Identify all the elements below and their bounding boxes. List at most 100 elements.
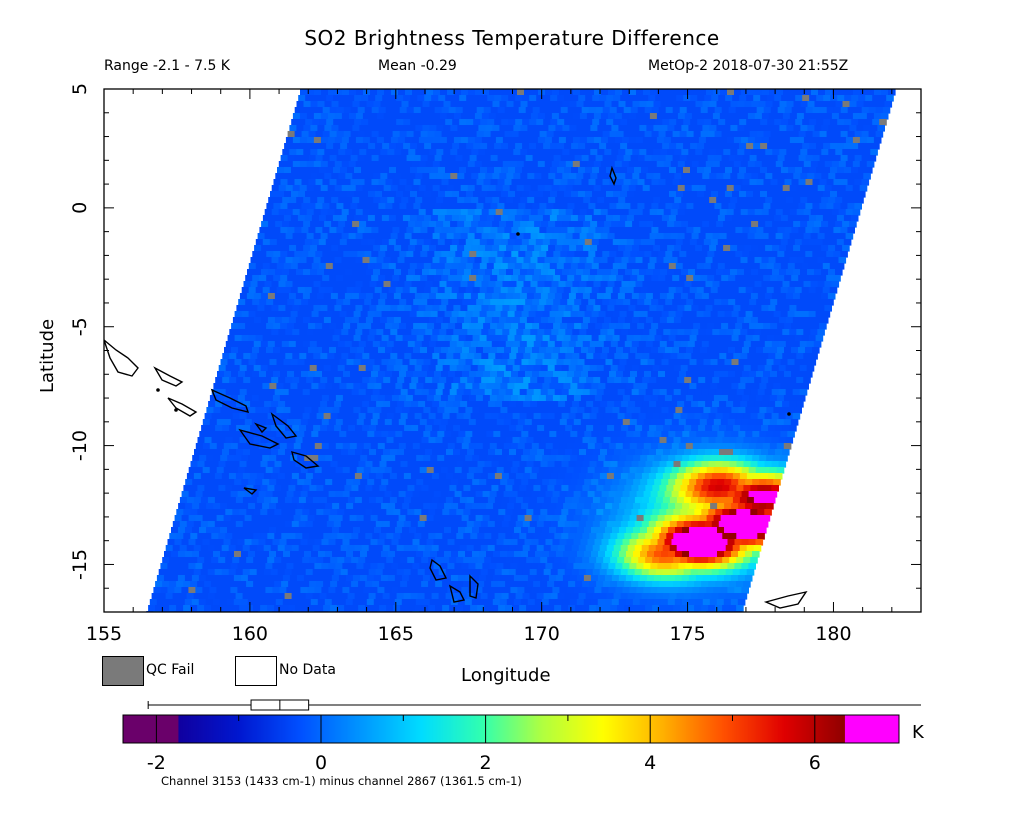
heat-cell — [723, 197, 731, 204]
heat-cell — [544, 161, 553, 168]
heat-cell — [283, 359, 292, 366]
heat-cell — [299, 425, 307, 432]
heat-cell — [712, 161, 721, 168]
heat-cell — [308, 299, 316, 306]
heat-cell — [815, 263, 824, 270]
heat-cell — [378, 131, 387, 138]
heat-cell — [215, 401, 223, 408]
heat-cell — [397, 185, 406, 192]
heat-cell — [365, 317, 374, 324]
heat-cell — [283, 383, 291, 390]
heat-cell — [345, 197, 353, 204]
heat-cell — [642, 401, 650, 408]
heat-cell — [813, 341, 822, 348]
heat-cell — [548, 197, 556, 204]
heat-cell — [408, 101, 417, 108]
heat-cell — [757, 317, 766, 324]
heat-cell — [787, 407, 795, 414]
heat-cell — [656, 137, 665, 144]
heat-cell — [679, 299, 687, 306]
heat-cell — [647, 383, 655, 390]
heat-cell — [287, 371, 295, 378]
heat-cell — [558, 329, 566, 336]
heat-cell — [516, 353, 524, 360]
heat-cell — [377, 395, 386, 402]
heat-cell — [658, 131, 667, 138]
heat-cell — [724, 359, 733, 366]
heat-cell — [311, 311, 320, 318]
heat-cell — [728, 131, 737, 138]
heat-cell — [637, 323, 645, 330]
heat-cell — [852, 161, 861, 168]
heat-cell — [723, 245, 731, 252]
heat-cell — [362, 257, 371, 264]
heat-cell — [628, 377, 636, 384]
heat-cell — [691, 113, 700, 120]
heat-cell — [744, 197, 752, 204]
heat-cell — [534, 101, 543, 108]
heat-cell — [339, 407, 347, 414]
heat-cell — [545, 89, 553, 96]
heat-cell — [285, 257, 294, 264]
heat-cell — [465, 287, 474, 294]
heat-cell — [802, 191, 810, 198]
heat-cell — [375, 119, 383, 126]
heat-cell — [346, 263, 355, 270]
heat-cell — [683, 143, 691, 150]
heat-cell — [686, 131, 695, 138]
heat-cell — [609, 107, 618, 114]
heat-cell — [752, 335, 761, 342]
heat-cell — [513, 101, 522, 108]
heat-cell — [701, 293, 710, 300]
heat-cell — [472, 335, 481, 342]
heat-cell — [661, 383, 669, 390]
heat-cell — [471, 197, 479, 204]
heat-cell — [381, 431, 389, 438]
heat-cell — [392, 347, 400, 354]
heat-cell — [462, 131, 471, 138]
heat-cell — [685, 89, 693, 96]
heat-cell — [668, 431, 676, 438]
heat-cell — [742, 299, 750, 306]
heat-cell — [770, 179, 779, 186]
heat-cell — [572, 209, 581, 216]
heat-cell — [681, 101, 690, 108]
heat-cell — [400, 341, 409, 348]
heat-cell — [273, 371, 281, 378]
heat-cell — [348, 425, 356, 432]
heat-cell — [856, 149, 864, 156]
heat-cell — [369, 209, 378, 216]
heat-cell — [495, 377, 503, 384]
heat-cell — [544, 305, 552, 312]
heat-cell — [621, 305, 629, 312]
heat-cell — [479, 431, 487, 438]
heat-cell — [796, 329, 804, 336]
heat-cell — [777, 371, 785, 378]
heat-cell — [631, 293, 640, 300]
heat-cell — [596, 437, 605, 444]
heat-cell — [730, 173, 738, 180]
heat-cell — [355, 185, 364, 192]
heat-cell — [313, 305, 321, 312]
heat-cell — [329, 179, 338, 186]
heat-cell — [563, 263, 572, 270]
heat-cell — [367, 335, 376, 342]
heat-cell — [622, 89, 630, 96]
heat-cell — [409, 263, 418, 270]
heat-cell — [381, 215, 390, 222]
heat-cell — [656, 113, 665, 120]
heat-cell — [603, 389, 612, 396]
heat-cell — [607, 425, 615, 432]
heat-cell — [577, 431, 585, 438]
heat-cell — [406, 323, 414, 330]
heat-cell — [518, 179, 527, 186]
heat-cell — [515, 167, 523, 174]
heat-cell — [334, 305, 342, 312]
heat-cell — [630, 251, 638, 258]
heat-cell — [341, 377, 349, 384]
heat-cell — [521, 359, 530, 366]
heat-cell — [356, 419, 365, 426]
heat-cell — [680, 413, 689, 420]
heat-cell — [569, 245, 577, 252]
heat-cell — [763, 203, 771, 210]
